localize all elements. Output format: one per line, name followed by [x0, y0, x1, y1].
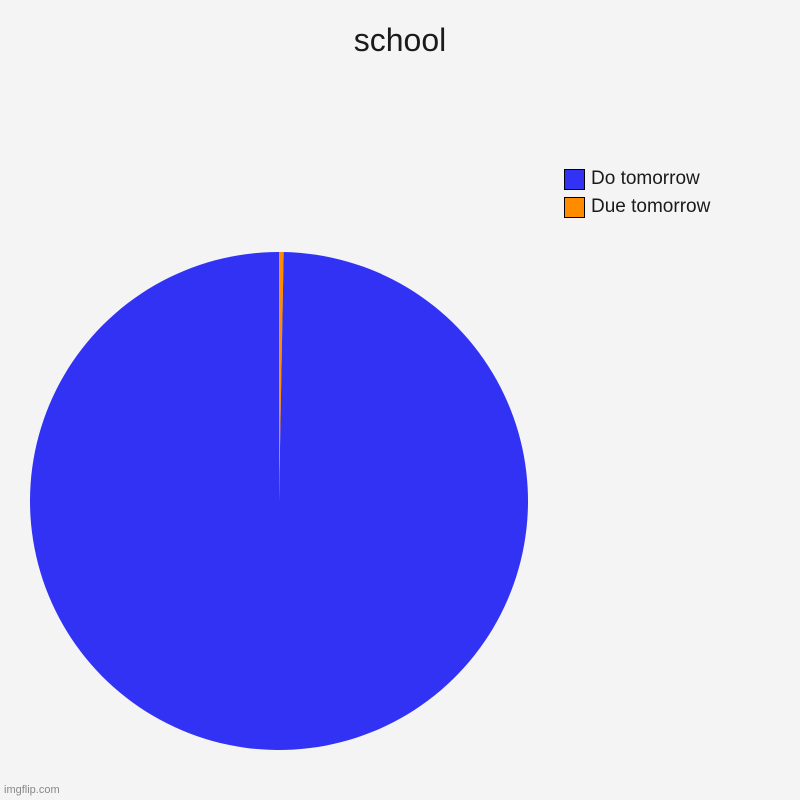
chart-title: school — [0, 0, 800, 59]
legend-item: Due tomorrow — [564, 196, 710, 218]
legend-swatch — [564, 197, 585, 218]
legend-label: Due tomorrow — [591, 196, 710, 218]
legend: Do tomorrow Due tomorrow — [564, 168, 710, 224]
legend-label: Do tomorrow — [591, 168, 700, 190]
legend-swatch — [564, 169, 585, 190]
pie-chart — [30, 252, 528, 750]
pie-svg — [30, 252, 528, 750]
watermark: imgflip.com — [4, 784, 60, 796]
legend-item: Do tomorrow — [564, 168, 710, 190]
